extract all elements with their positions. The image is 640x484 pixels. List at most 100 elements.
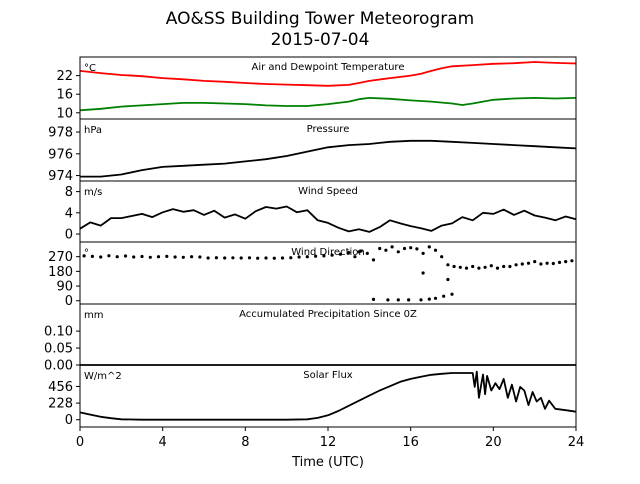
panel-wind-direction-point — [305, 255, 309, 259]
panel-pressure-ytick-label: 978 — [48, 126, 73, 141]
x-axis-label: Time (UTC) — [291, 455, 364, 470]
xtick-label: 4 — [159, 435, 167, 450]
panel-wind-direction-point — [442, 294, 446, 298]
panel-wind-direction-point — [502, 264, 506, 269]
panel-wind-direction-point — [347, 251, 351, 255]
panel-air-and-dewpoint-temperature-unit-label: °C — [84, 63, 96, 74]
panel-wind-direction-point — [132, 255, 136, 259]
panel-wind-direction-point — [148, 255, 152, 259]
panel-wind-direction-point — [280, 256, 285, 260]
panel-wind-direction-title: Wind Direction — [291, 247, 365, 258]
panel-wind-direction-point — [365, 251, 369, 255]
panel-wind-direction-point — [421, 271, 425, 275]
panel-wind-direction-point — [264, 256, 268, 260]
panel-wind-direction-point — [533, 260, 537, 264]
panel-wind-direction-point — [256, 256, 260, 260]
panel-pressure-ytick-label: 976 — [48, 147, 73, 162]
panel-air-and-dewpoint-temperature-series-line-1 — [79, 61, 577, 87]
panel-wind-direction-ytick-label: 0 — [65, 294, 73, 309]
panel-air-and-dewpoint-temperature-series-line-2 — [79, 97, 577, 112]
panel-wind-speed-title: Wind Speed — [298, 186, 358, 197]
panel-wind-direction-point — [464, 266, 469, 270]
panel-wind-direction-point — [357, 250, 361, 254]
xtick-label: 0 — [76, 435, 84, 450]
panel-wind-direction-point — [214, 256, 218, 260]
panel-wind-direction-point — [371, 258, 376, 262]
xtick-label: 16 — [402, 435, 419, 450]
panel-solar-flux-ytick-label: 228 — [48, 397, 73, 412]
panel-wind-direction-point — [322, 254, 326, 258]
panel-wind-direction-point — [526, 261, 531, 265]
panel-wind-direction-point — [551, 261, 555, 266]
panel-wind-direction-point — [378, 246, 382, 251]
panel-wind-speed-unit-label: m/s — [84, 187, 102, 198]
panel-wind-speed-series-line-1 — [79, 205, 577, 233]
panel-wind-direction-point — [539, 262, 543, 266]
panel-wind-direction-point — [390, 245, 394, 249]
panel-wind-direction-unit-label: ° — [84, 248, 89, 259]
panel-pressure: 974 976 978 hPa Pressure — [48, 118, 577, 184]
panel-wind-direction-point — [477, 266, 481, 270]
panel-wind-direction-point — [353, 255, 357, 259]
panel-wind-direction-point — [82, 254, 86, 258]
panel-wind-direction-point — [471, 264, 475, 269]
panel-wind-direction-point — [297, 255, 301, 259]
panel-wind-direction-point — [165, 254, 169, 258]
panel-wind-direction-point — [433, 296, 438, 300]
panel-wind-direction-point — [440, 255, 444, 259]
panel-wind-direction-point — [330, 253, 334, 257]
panel-wind-direction-point — [419, 298, 423, 302]
panel-wind-direction-point — [545, 261, 549, 265]
panel-wind-speed-ytick-label: 0 — [65, 228, 73, 243]
panel-accumulated-precipitation-since-0z-ytick-label: 0.05 — [44, 342, 73, 357]
panel-air-and-dewpoint-temperature-ytick-label: 10 — [56, 106, 73, 121]
panel-pressure-series-line-1 — [80, 139, 577, 178]
panel-wind-direction-point — [90, 254, 94, 258]
panel-wind-direction-ytick-label: 180 — [48, 265, 73, 280]
figure-subtitle: 2015-07-04 — [271, 30, 370, 50]
panel-wind-direction-point — [489, 264, 493, 268]
panel-pressure-unit-label: hPa — [84, 125, 102, 136]
panel-pressure-title: Pressure — [307, 124, 350, 135]
panel-wind-direction-point — [181, 255, 185, 259]
panel-wind-direction-point — [107, 254, 111, 258]
panel-wind-direction-point — [115, 255, 119, 259]
panel-wind-direction-point — [446, 263, 450, 267]
panel-wind-direction-point — [206, 256, 210, 260]
panel-wind-direction-point — [239, 256, 243, 260]
panel-solar-flux-title: Solar Flux — [303, 370, 353, 381]
panel-wind-direction-point — [421, 251, 425, 255]
panel-wind-direction-point — [557, 260, 562, 264]
panel-wind-direction-point — [384, 248, 388, 252]
panel-wind-direction-point — [427, 245, 431, 249]
panel-wind-direction-point — [140, 254, 144, 259]
panel-wind-direction-point — [99, 255, 103, 259]
panel-accumulated-precipitation-since-0z-title: Accumulated Precipitation Since 0Z — [239, 309, 417, 320]
panel-wind-direction-point — [386, 298, 390, 302]
panel-air-and-dewpoint-temperature: 10 16 22 °C Air and Dewpoint Temperature — [56, 56, 577, 121]
panel-accumulated-precipitation-since-0z-ytick-label: 0.10 — [44, 325, 73, 340]
panel-wind-direction-point — [458, 265, 462, 269]
panel-wind-direction-point — [173, 255, 177, 259]
panel-air-and-dewpoint-temperature-ytick-label: 16 — [56, 88, 73, 103]
panel-wind-direction-point — [231, 256, 235, 260]
panel-wind-direction-point — [396, 298, 400, 302]
panel-solar-flux-unit-label: W/m^2 — [84, 371, 122, 382]
xtick-label: 12 — [320, 435, 337, 450]
panel-wind-direction-point — [402, 246, 407, 251]
panel-wind-direction-point — [247, 256, 252, 260]
panel-wind-direction-point — [514, 263, 518, 267]
panel-wind-direction-ytick-label: 90 — [56, 280, 73, 295]
panel-accumulated-precipitation-since-0z-unit-label: mm — [84, 310, 103, 321]
panel-wind-direction-point — [433, 248, 438, 252]
panel-air-and-dewpoint-temperature-title: Air and Dewpoint Temperature — [252, 62, 405, 73]
panel-wind-direction-point — [272, 256, 276, 260]
panel-wind-direction-point — [223, 256, 227, 260]
panel-pressure-ytick-label: 974 — [48, 169, 73, 184]
panel-wind-direction-point — [427, 297, 431, 301]
panel-wind-direction-ytick-label: 270 — [48, 250, 73, 265]
x-axis: 0 4 8 12 16 20 24 — [76, 427, 584, 450]
panel-solar-flux-ytick-label: 0 — [65, 413, 73, 428]
